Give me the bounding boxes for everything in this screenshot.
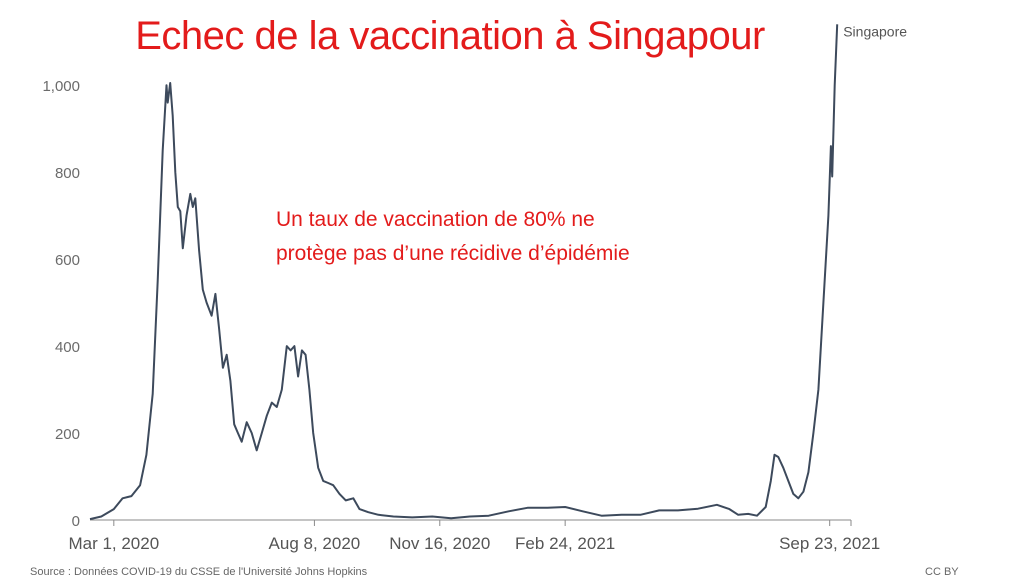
chart-annotation: Un taux de vaccination de 80% ne protège… xyxy=(276,203,796,271)
annotation-line-2: protège pas d’une récidive d’épidémie xyxy=(276,242,630,265)
x-tick-label: Nov 16, 2020 xyxy=(389,534,490,553)
x-tick-label: Aug 8, 2020 xyxy=(269,534,361,553)
x-tick-label: Feb 24, 2021 xyxy=(515,534,615,553)
y-tick-label: 600 xyxy=(55,252,80,269)
slide-title: Echec de la vaccination à Singapour xyxy=(135,14,765,58)
x-axis: Mar 1, 2020 Aug 8, 2020 Nov 16, 2020 Feb 24… xyxy=(68,519,880,553)
series-label: Singapore xyxy=(843,23,907,39)
series-line-singapore xyxy=(89,24,839,521)
source-note: Source : Données COVID-19 du CSSE de l'U… xyxy=(30,566,368,578)
x-tick-label: Sep 23, 2021 xyxy=(779,534,880,553)
annotation-line-1: Un taux de vaccination de 80% ne xyxy=(276,208,595,231)
series-layer: Singapore xyxy=(89,23,907,521)
y-tick-label: 1,000 xyxy=(42,78,80,95)
x-tick-label: Mar 1, 2020 xyxy=(68,534,159,553)
license-note: CC BY xyxy=(925,566,959,578)
y-tick-label: 400 xyxy=(55,339,80,356)
y-tick-label: 0 xyxy=(72,513,80,530)
y-tick-label: 800 xyxy=(55,165,80,182)
y-tick-label: 200 xyxy=(55,426,80,443)
y-axis-ticks: 0 200 400 600 800 1,000 xyxy=(42,78,80,530)
